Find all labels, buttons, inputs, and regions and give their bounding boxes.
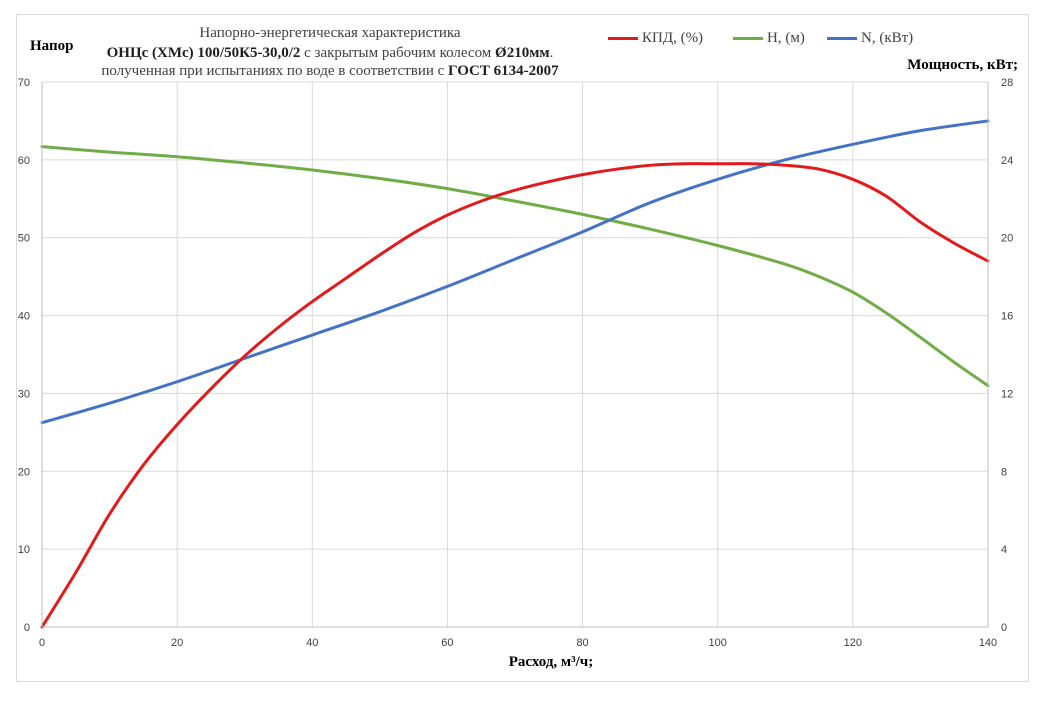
x-tick-label: 60 — [441, 637, 453, 649]
chart-title-segment: ГОСТ 6134-2007 — [448, 63, 559, 79]
legend-label: КПД, (%) — [642, 30, 704, 46]
x-tick-label: 0 — [39, 637, 45, 649]
y-right-tick-label: 16 — [1001, 311, 1013, 323]
y-right-tick-label: 8 — [1001, 466, 1007, 478]
x-axis-title: Расход, м³/ч; — [508, 654, 594, 670]
legend-swatch — [608, 37, 638, 41]
x-tick-label: 100 — [709, 637, 727, 649]
x-tick-label: 140 — [979, 637, 997, 649]
chart-title-segment: ОНЦс (ХМс) 100/50К5-30,0/2 — [106, 45, 301, 61]
legend-item-efficiency: КПД, (%) — [608, 30, 703, 47]
y-left-tick-label: 20 — [18, 466, 30, 478]
legend-swatch — [827, 37, 857, 41]
y-right-tick-label: 0 — [1001, 622, 1007, 634]
y-left-tick-label: 70 — [18, 77, 30, 89]
legend-swatch — [733, 37, 763, 41]
legend-label: N, (кВт) — [861, 30, 914, 46]
legend-item-head: H, (м) — [733, 30, 805, 47]
chart-frame — [16, 14, 1029, 682]
chart-title-segment: полученная при испытаниях по воде в соот… — [101, 63, 449, 79]
chart-title-line: ОНЦс (ХМс) 100/50К5-30,0/2 с закрытым ра… — [0, 45, 660, 62]
x-tick-label: 40 — [306, 637, 318, 649]
legend-item-power: N, (кВт) — [827, 30, 913, 47]
x-tick-label: 80 — [576, 637, 588, 649]
chart-title-segment: Ø210мм — [495, 45, 550, 61]
y-left-tick-label: 60 — [18, 155, 30, 167]
y-left-tick-label: 10 — [18, 544, 30, 556]
y-left-tick-label: 0 — [24, 622, 30, 634]
y-right-tick-label: 28 — [1001, 77, 1013, 89]
x-tick-label: 20 — [171, 637, 183, 649]
y-left-tick-label: 40 — [18, 311, 30, 323]
y-left-tick-label: 30 — [18, 388, 30, 400]
chart-title-segment: . — [549, 45, 554, 61]
chart-title-line: полученная при испытаниях по воде в соот… — [0, 63, 660, 80]
left-axis-title: Напор — [30, 38, 74, 54]
x-tick-label: 120 — [844, 637, 862, 649]
head-series-line — [40, 145, 990, 388]
chart-title-segment: Напорно-энергетическая характеристика — [199, 25, 461, 41]
efficiency-series-line — [40, 162, 990, 629]
y-right-tick-label: 4 — [1001, 544, 1007, 556]
legend-label: H, (м) — [767, 30, 805, 46]
chart-title-segment: с закрытым рабочим колесом — [300, 45, 496, 61]
y-right-tick-label: 12 — [1001, 388, 1013, 400]
y-right-tick-label: 24 — [1001, 155, 1013, 167]
chart-title-line: Напорно-энергетическая характеристика — [0, 25, 660, 42]
y-left-tick-label: 50 — [18, 233, 30, 245]
right-axis-title: Мощность, кВт; — [907, 57, 1018, 73]
y-right-tick-label: 20 — [1001, 233, 1013, 245]
power-series-line — [40, 119, 990, 425]
